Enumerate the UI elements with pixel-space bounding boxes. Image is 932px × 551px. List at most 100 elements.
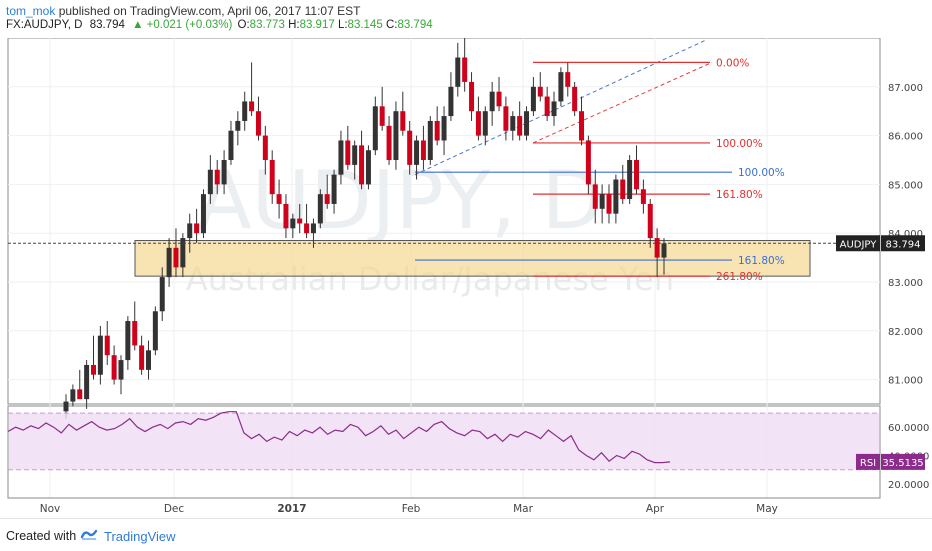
symbol-line: FX:AUDJPY, D 83.794 ▲ +0.021 (+0.03%) O:… [6,19,433,31]
candle-body [640,189,646,204]
publish-info: published on TradingView.com, April 06, … [58,4,361,18]
candle-body [297,218,303,224]
publish-line: tom_mok published on TradingView.com, Ap… [6,4,360,18]
candle-body [579,111,585,141]
candle-body [585,140,591,185]
candle-body [180,238,186,268]
price-tick-label: 81.000 [888,376,923,387]
candle-body [489,91,495,112]
candle-body [132,321,138,346]
high-label: H: [288,19,300,31]
candle-body [524,111,530,136]
candle-body [345,140,351,165]
candle-body [462,57,468,82]
candle-body [654,238,660,258]
candle-body [159,277,165,312]
candle-body [262,135,268,160]
candle-body [537,86,543,97]
candle-body [317,194,323,224]
open-value: 83.773 [249,19,285,31]
candle-body [84,364,90,400]
rsi-label: RSI [860,458,876,469]
candle-body [379,106,385,126]
candle-body [173,247,179,268]
candle-body [475,111,481,136]
tradingview-logo-icon [80,529,98,540]
chart-area[interactable]: 81.000 82.000 83.000 84.000 85.000 86.000 87.0… [0,37,932,518]
x-tick-label: Nov [40,503,61,515]
last-price-value: 83.794 [886,239,921,250]
candle-body [90,364,96,375]
candle-body [352,145,358,165]
candle-body [365,150,371,185]
candle-body [613,179,619,214]
candle-body [434,120,440,141]
candle-body [249,101,255,112]
candle-body [290,218,296,229]
candle-body [145,350,151,370]
rsi-tick-label: 20.0000 [888,480,929,491]
candle-body [386,125,392,160]
price-change: ▲ +0.021 (+0.03%) [132,19,233,31]
x-tick-label: Mar [513,503,533,515]
last-price-symbol: AUDJPY [840,239,878,250]
candle-body [441,116,447,141]
footer: Created with TradingView [0,518,932,551]
candle-body [359,145,365,185]
candle-body [310,223,316,234]
candle-body [503,106,509,131]
open-label: O: [237,19,250,31]
tradingview-brand[interactable]: TradingView [104,529,176,544]
candle-body [634,160,640,190]
watermark-symbol: AUDJPY, D [197,154,603,247]
fib-level-label: 0.00% [716,57,749,69]
price-tick-label: 82.000 [888,327,923,338]
candle-body [194,223,200,234]
last-price-symbol-box [836,235,880,252]
candle-body [111,355,117,380]
candle-body [599,194,605,209]
candle-body [469,81,475,112]
candle-body [207,169,213,195]
candle-body [455,57,461,87]
candle-body [372,106,378,151]
candle-body [235,120,241,131]
candle-body [77,389,83,400]
candle-body [200,194,206,234]
last-price-box [881,235,925,252]
candle-body [592,184,598,209]
candle-body [324,194,330,204]
candle-body [214,169,220,185]
x-tick-label: Feb [402,503,421,515]
candle-body [414,140,420,165]
chart-header: tom_mok published on TradingView.com, Ap… [0,0,932,38]
price-tick-label: 83.000 [888,278,923,289]
candle-body [221,160,227,185]
candle-body [448,86,454,117]
fib-level-label: 100.00% [716,138,763,150]
candle-body [661,243,667,258]
candle-body [551,101,557,117]
candle-body [166,247,172,278]
price-tick-label: 87.000 [888,83,923,94]
candle-body [125,321,131,361]
fib-ext-label: 100.00% [738,167,785,179]
candle-body [304,223,310,234]
candle-body [393,111,399,160]
candle-body [510,116,516,131]
candle-body [228,130,234,160]
high-value: 83.917 [299,19,335,31]
author-link[interactable]: tom_mok [6,4,56,18]
candle-body [572,86,578,112]
candle-body [565,72,571,87]
candle-body [104,335,110,356]
close-label: C: [385,19,398,31]
candle-body [544,96,550,117]
fib-level-label: 261.80% [716,271,763,283]
price-chart-svg[interactable]: 81.000 82.000 83.000 84.000 85.000 86.000 87.0… [0,37,932,518]
fib-ext-label: 161.80% [738,255,785,267]
candle-body [63,401,69,412]
candle-body [558,72,564,102]
candle-body [606,194,612,214]
channel-lower-line [532,61,713,144]
